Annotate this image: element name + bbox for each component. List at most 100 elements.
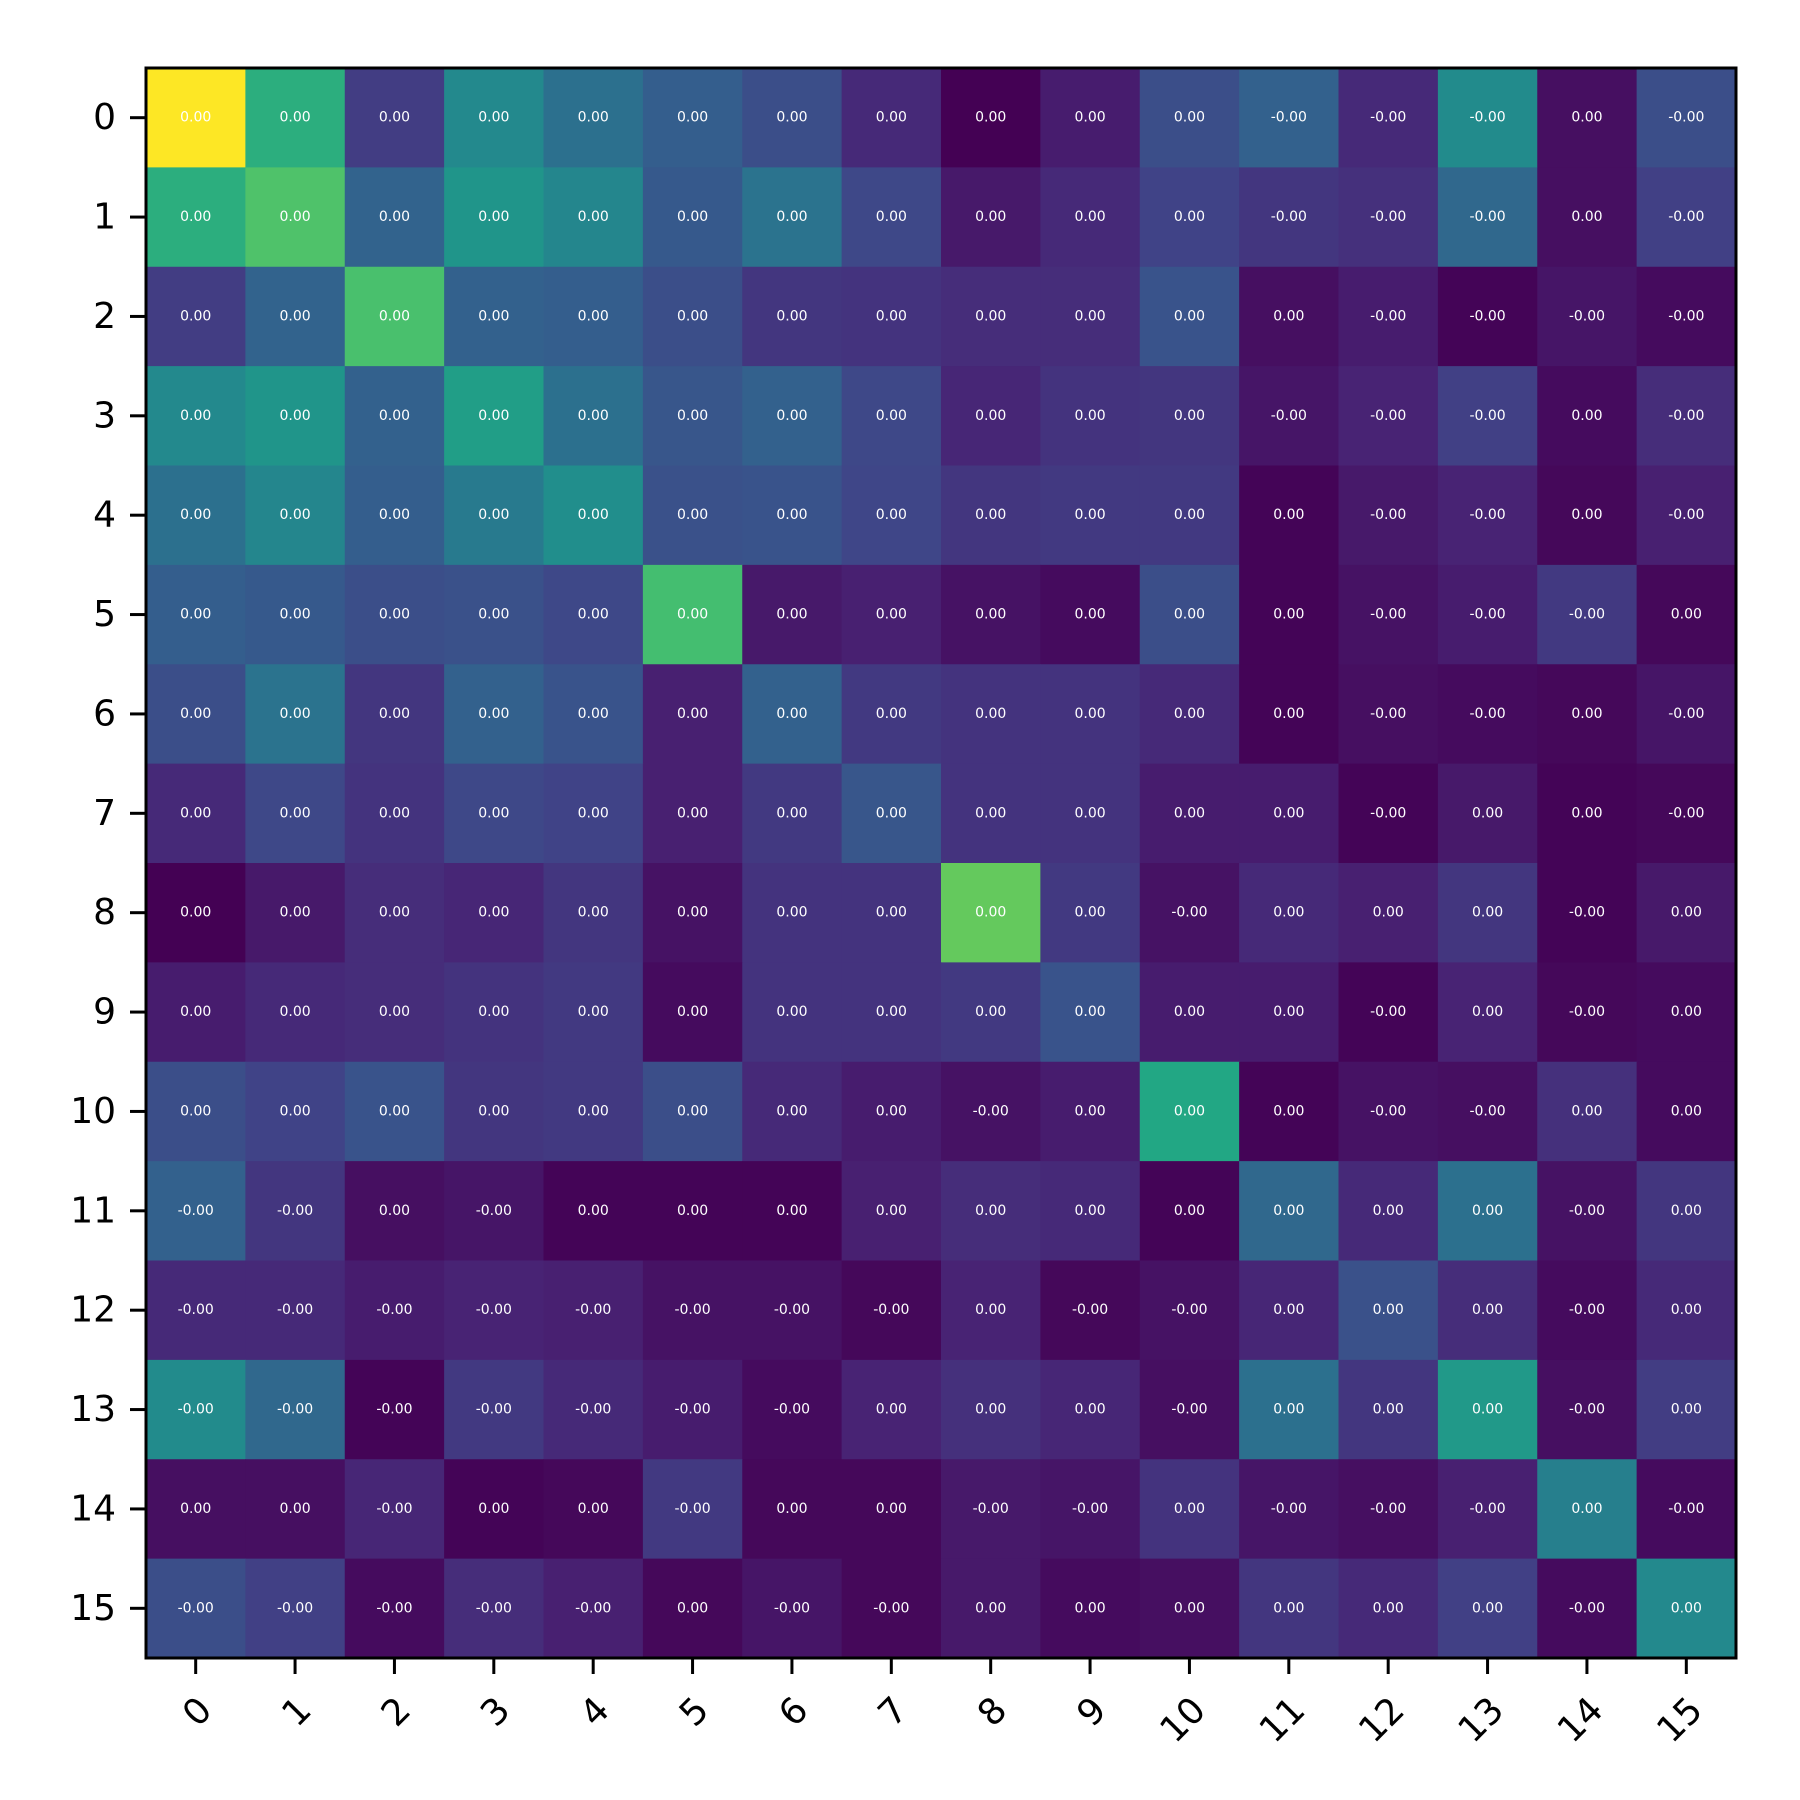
cell-value-label-7-10: 0.00 (1174, 805, 1205, 821)
cell-value-label-9-14: -0.00 (1569, 1004, 1605, 1020)
heatmap-cell-11-1 (245, 1161, 346, 1262)
cell-value-label-4-5: 0.00 (677, 507, 708, 523)
heatmap-cell-11-4 (543, 1161, 644, 1262)
heatmap-cell-15-9 (1040, 1558, 1141, 1659)
heatmap-cell-6-14 (1537, 664, 1638, 765)
heatmap-cell-1-5 (642, 167, 743, 268)
heatmap-cell-2-4 (543, 266, 644, 367)
cell-value-label-6-12: -0.00 (1370, 706, 1406, 722)
cell-value-label-5-13: -0.00 (1469, 607, 1505, 623)
cell-value-label-5-0: 0.00 (180, 607, 211, 623)
heatmap-cell-15-8 (941, 1558, 1041, 1659)
cell-value-label-13-10: -0.00 (1171, 1402, 1207, 1418)
heatmap-cell-9-6 (742, 962, 843, 1063)
cell-value-label-7-5: 0.00 (677, 805, 708, 821)
heatmap-cell-5-3 (444, 564, 545, 665)
heatmap-cell-9-9 (1040, 962, 1141, 1063)
heatmap-cell-2-14 (1537, 266, 1638, 367)
cell-value-label-8-8: 0.00 (975, 905, 1006, 921)
cell-value-label-13-3: -0.00 (476, 1402, 512, 1418)
cell-value-label-4-6: 0.00 (776, 507, 807, 523)
heatmap-cell-10-0 (146, 1061, 246, 1162)
heatmap-cell-1-7 (841, 167, 942, 268)
heatmap-cell-13-13 (1437, 1359, 1538, 1460)
cell-value-label-8-6: 0.00 (776, 905, 807, 921)
cell-value-label-7-13: 0.00 (1472, 805, 1503, 821)
x-tick-label-14: 14 (1550, 1690, 1611, 1751)
cell-value-label-3-1: 0.00 (279, 408, 310, 424)
heatmap-cell-1-12 (1338, 167, 1439, 268)
cell-value-label-10-13: -0.00 (1469, 1103, 1505, 1119)
cell-value-label-2-10: 0.00 (1174, 308, 1205, 324)
heatmap-cell-11-14 (1537, 1161, 1638, 1262)
cell-value-label-15-1: -0.00 (277, 1600, 313, 1616)
cell-value-label-14-7: 0.00 (876, 1501, 907, 1517)
cell-value-label-13-2: -0.00 (376, 1402, 412, 1418)
heatmap-cell-8-8 (941, 863, 1041, 963)
cell-value-label-8-12: 0.00 (1373, 905, 1404, 921)
heatmap-cell-12-13 (1437, 1260, 1538, 1361)
cell-value-label-3-7: 0.00 (876, 408, 907, 424)
cell-value-label-11-12: 0.00 (1373, 1203, 1404, 1219)
heatmap-cell-13-6 (742, 1359, 843, 1460)
cell-value-label-11-5: 0.00 (677, 1203, 708, 1219)
y-tick-label-12: 12 (70, 1290, 116, 1331)
heatmap-cell-12-8 (941, 1260, 1041, 1361)
heatmap-cell-0-0 (146, 68, 246, 168)
heatmap-cell-6-12 (1338, 664, 1439, 765)
heatmap-cell-13-5 (642, 1359, 743, 1460)
cell-value-label-14-12: -0.00 (1370, 1501, 1406, 1517)
cell-value-label-2-4: 0.00 (578, 308, 609, 324)
cell-value-label-9-8: 0.00 (975, 1004, 1006, 1020)
heatmap-cell-13-10 (1139, 1359, 1240, 1460)
heatmap-cell-5-11 (1239, 564, 1340, 665)
cell-value-label-12-3: -0.00 (476, 1302, 512, 1318)
heatmap-cell-11-13 (1437, 1161, 1538, 1262)
cell-value-label-6-14: 0.00 (1571, 706, 1602, 722)
cell-value-label-9-13: 0.00 (1472, 1004, 1503, 1020)
x-tick-label-1: 1 (274, 1690, 319, 1735)
heatmap-cell-10-7 (841, 1061, 942, 1162)
cell-value-label-1-11: -0.00 (1271, 209, 1307, 225)
heatmap-cell-12-5 (642, 1260, 743, 1361)
heatmap-cell-0-8 (941, 68, 1041, 168)
heatmap-cell-5-9 (1040, 564, 1141, 665)
heatmap-cell-1-9 (1040, 167, 1141, 268)
y-tick-label-13: 13 (70, 1389, 116, 1430)
heatmap-cell-1-1 (245, 167, 346, 268)
cell-value-label-15-10: 0.00 (1174, 1600, 1205, 1616)
cell-value-label-10-7: 0.00 (876, 1103, 907, 1119)
cell-value-label-0-0: 0.00 (180, 110, 211, 126)
cell-value-label-7-7: 0.00 (876, 805, 907, 821)
heatmap-cell-1-15 (1636, 167, 1737, 268)
cell-value-label-5-4: 0.00 (578, 607, 609, 623)
heatmap-cell-14-0 (146, 1459, 246, 1560)
heatmap-cell-10-1 (245, 1061, 346, 1162)
heatmap-cell-6-15 (1636, 664, 1737, 765)
heatmap-cell-9-5 (642, 962, 743, 1063)
cell-value-label-5-5: 0.00 (677, 607, 708, 623)
heatmap-cell-14-6 (742, 1459, 843, 1560)
heatmap-cell-11-12 (1338, 1161, 1439, 1262)
cell-value-label-1-12: -0.00 (1370, 209, 1406, 225)
heatmap-cell-10-9 (1040, 1061, 1141, 1162)
cell-value-label-4-15: -0.00 (1668, 507, 1704, 523)
x-tick-label-15: 15 (1649, 1690, 1710, 1751)
heatmap-cell-1-2 (344, 167, 445, 268)
cell-value-label-12-13: 0.00 (1472, 1302, 1503, 1318)
x-axis-ticks: 0 1 2 3 4 5 6 7 8 9 10 11 12 13 14 15 (175, 1658, 1711, 1751)
heatmap-cell-14-8 (941, 1459, 1041, 1560)
heatmap-cell-7-4 (543, 763, 644, 864)
heatmap-cell-7-13 (1437, 763, 1538, 864)
heatmap-cell-7-6 (742, 763, 843, 864)
heatmap-cell-3-12 (1338, 366, 1439, 467)
heatmap-cell-9-1 (245, 962, 346, 1063)
cell-value-label-13-15: 0.00 (1671, 1402, 1702, 1418)
cell-value-label-6-9: 0.00 (1074, 706, 1105, 722)
heatmap-cell-2-10 (1139, 266, 1240, 367)
cell-value-label-6-6: 0.00 (776, 706, 807, 722)
heatmap-cell-14-1 (245, 1459, 346, 1560)
heatmap-cells (146, 68, 1737, 1659)
heatmap-cell-5-13 (1437, 564, 1538, 665)
